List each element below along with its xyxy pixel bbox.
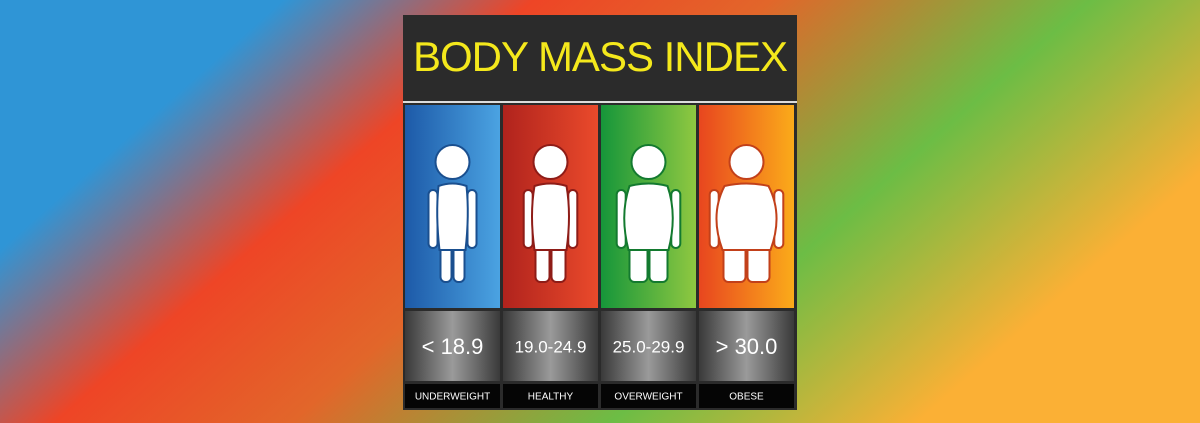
range-box (699, 311, 794, 381)
range-text: 19.0-24.9 (515, 337, 587, 356)
category-label: OVERWEIGHT (614, 392, 682, 403)
figure (522, 144, 579, 283)
category-label: HEALTHY (528, 392, 574, 403)
figure-head (532, 144, 569, 180)
figure-arm (427, 189, 439, 249)
columns: < 18.9 UNDERWEIGHT 19.0-24.9 HEALTHY 25.0-29… (405, 105, 794, 408)
category-label: UNDERWEIGHT (415, 392, 490, 403)
category-label: OBESE (729, 392, 764, 403)
figure-torso (715, 182, 778, 251)
figure-arm (466, 189, 478, 249)
range-text: 25.0-29.9 (613, 337, 685, 356)
label-box (405, 384, 500, 408)
title: BODY MASS INDEX (413, 33, 788, 80)
figure (427, 144, 478, 283)
range-text: < 18.9 (422, 334, 484, 359)
range-box (405, 311, 500, 381)
figure-head (434, 144, 471, 180)
figure-torso (436, 182, 469, 251)
label-box (699, 384, 794, 408)
figure (615, 144, 682, 283)
figure-torso (623, 182, 674, 251)
figure-torso (531, 182, 570, 251)
range-box (601, 311, 696, 381)
figure-head (728, 144, 765, 180)
range-box (503, 311, 598, 381)
label-box (503, 384, 598, 408)
range-text: > 30.0 (716, 334, 778, 359)
figure-head (630, 144, 667, 180)
label-box (601, 384, 696, 408)
figure (708, 144, 785, 283)
